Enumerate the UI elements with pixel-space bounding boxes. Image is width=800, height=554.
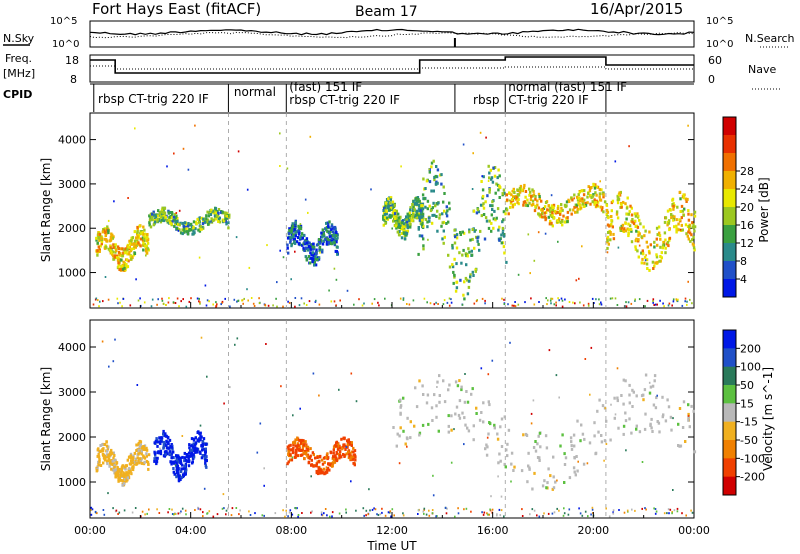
nave-tick-top: 60 [708,54,722,67]
colorbar-swatch [723,135,736,154]
colorbar-tick: 4 [740,273,747,286]
noise-right-label: N.Search [745,32,795,45]
colorbar-swatch [723,348,736,368]
colorbar-swatch [723,261,736,280]
noise-left-tick-top: 10^5 [50,16,77,27]
freq-tick-bottom: 8 [70,73,77,86]
noise-search-line [89,31,695,39]
ytick-label: 1000 [58,267,86,280]
ytick-label: 4000 [58,134,86,147]
ytick-label: 1000 [58,476,86,489]
colorbar-tick: 50 [740,379,754,392]
colorbar-swatch [723,330,736,349]
colorbar-tick: 12 [740,237,754,250]
noise-panel: N.Sky 10^5 10^0 10^5 10^0 N.Search [3,16,795,50]
colorbar-swatch [723,207,736,226]
colorbar-tick: 100 [740,361,761,374]
time-axis: 00:00 04:00 08:00 12:00 16:00 20:00 00:00 [74,524,710,537]
freq-label-1: Freq. [5,52,32,65]
xtick-label: 16:00 [477,524,509,537]
colorbar-swatch [723,171,736,190]
cpid-strip: CPID rbsp CT-trig 220 IF normal (fast) 151… [3,80,694,112]
nave-line [90,65,694,70]
colorbar-swatch [723,243,736,262]
ytick-label: 2000 [58,431,86,444]
xtick-label: 00:00 [74,524,106,537]
noise-right-tick-bottom: 10^0 [706,39,733,50]
beam-title: Beam 17 [355,4,418,20]
velocity-panel: 1000 2000 3000 4000 [58,319,697,519]
colorbar-tick: 15 [740,397,754,410]
noise-sky-line [89,28,695,36]
freq-tick-top: 18 [65,54,79,67]
colorbar-tick: 28 [740,165,754,178]
cpid-segment-1: normal [234,85,276,99]
colorbar-swatch [723,225,736,244]
power-panel: 1000 2000 3000 4000 [58,112,697,309]
cpid-segment-3: rbsp CT-trig 220 IF [289,93,400,107]
nave-label: Nave [748,63,776,76]
colorbar-swatch [723,366,736,386]
colorbar-swatch [723,385,736,404]
cpid-segment-4: rbsp [473,93,499,107]
ytick-label: 3000 [58,386,86,399]
power-colorbar: 4 8 12 16 20 24 28 [722,116,754,298]
frequency-panel: Freq. [MHz] 18 8 60 0 Nave [3,52,782,90]
colorbar-tick: 16 [740,219,754,232]
colorbar-swatch [723,403,736,423]
cpid-segment-5: normal (fast) 151 IF [508,80,627,94]
colorbar-tick: -100 [740,452,765,465]
cpid-segment-0: rbsp CT-trig 220 IF [98,92,209,106]
frequency-line [90,56,694,74]
colorbar-tick: -50 [740,434,758,447]
colorbar-tick: 24 [740,183,754,196]
xtick-label: 00:00 [678,524,710,537]
time-axis-label: Time UT [366,539,417,553]
xtick-label: 12:00 [376,524,408,537]
cpid-segment-2: (fast) 151 IF [289,80,362,94]
noise-left-label: N.Sky [3,32,35,45]
colorbar-tick: -200 [740,471,765,484]
power-colorbar-label: Power [dB] [757,177,771,242]
colorbar-swatch [723,279,736,298]
velocity-colorbar: 200 100 50 15 -15 -50 -100 -200 [722,329,765,496]
noise-left-tick-bottom: 10^0 [52,39,79,50]
ytick-label: 4000 [58,341,86,354]
xtick-label: 08:00 [275,524,307,537]
colorbar-swatch [723,421,736,441]
xtick-label: 04:00 [175,524,207,537]
power-ylabel: Slant Range [km] [39,158,53,262]
colorbar-tick: 20 [740,201,754,214]
colorbar-tick: 8 [740,255,747,268]
colorbar-swatch [723,153,736,172]
noise-right-tick-top: 10^5 [706,16,733,27]
colorbar-swatch [723,117,736,136]
ytick-label: 2000 [58,222,86,235]
cpid-segment-6: CT-trig 220 IF [508,93,589,107]
colorbar-swatch [723,458,736,478]
colorbar-swatch [723,189,736,208]
ytick-label: 3000 [58,178,86,191]
colorbar-tick: 200 [740,342,761,355]
date-title: 16/Apr/2015 [590,0,683,18]
colorbar-tick: -15 [740,416,758,429]
velocity-colorbar-label: Velocity [m s^-1] [761,367,775,471]
station-title: Fort Hays East (fitACF) [92,0,261,18]
velocity-ylabel: Slant Range [km] [39,367,53,471]
freq-label-2: [MHz] [3,67,35,80]
xtick-label: 20:00 [577,524,609,537]
cpid-label: CPID [3,88,32,101]
colorbar-swatch [723,476,736,496]
nave-tick-bottom: 0 [708,73,715,86]
colorbar-swatch [723,440,736,459]
